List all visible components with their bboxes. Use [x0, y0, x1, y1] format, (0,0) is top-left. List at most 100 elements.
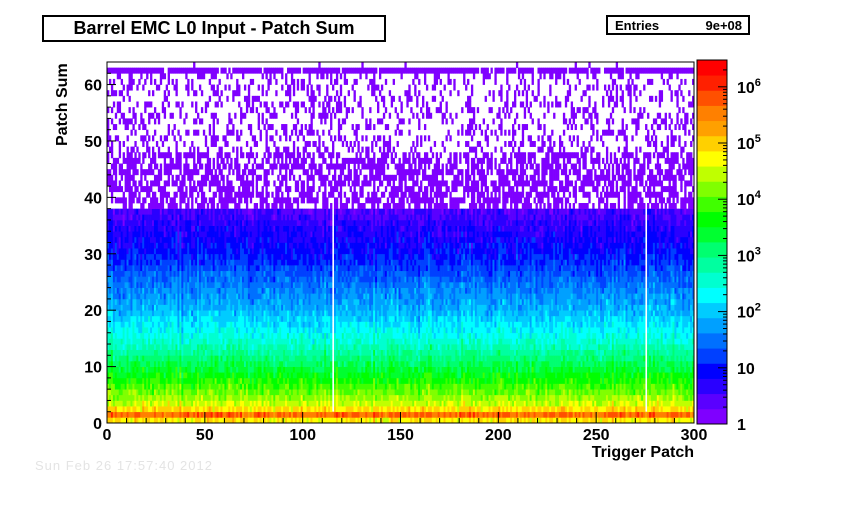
- heatmap-cell: [136, 366, 139, 373]
- heatmap-cell: [171, 197, 174, 204]
- heatmap-cell: [110, 231, 114, 238]
- heatmap-cell: [167, 101, 170, 108]
- heatmap-cell: [197, 394, 200, 401]
- heatmap-cell: [251, 327, 255, 334]
- heatmap-cell: [204, 360, 208, 367]
- heatmap-cell: [202, 129, 206, 136]
- heatmap-cell: [234, 389, 237, 396]
- heatmap-cell: [179, 332, 182, 339]
- heatmap-cell: [140, 208, 143, 215]
- heatmap-cell: [114, 304, 118, 311]
- heatmap-cell: [267, 298, 270, 305]
- heatmap-cell: [265, 281, 268, 288]
- heatmap-cell: [222, 214, 225, 221]
- heatmap-cell: [108, 338, 112, 345]
- heatmap-cell: [281, 124, 284, 131]
- heatmap-cell: [116, 411, 120, 418]
- heatmap-cell: [222, 287, 225, 294]
- heatmap-cell: [198, 383, 202, 390]
- heatmap-cell: [261, 270, 264, 277]
- heatmap-cell: [138, 417, 141, 424]
- heatmap-cell: [273, 400, 276, 407]
- heatmap-cell: [273, 197, 276, 204]
- heatmap-cell: [302, 377, 305, 384]
- heatmap-cell: [234, 372, 237, 379]
- heatmap-cell: [261, 84, 264, 91]
- heatmap-cell: [132, 174, 135, 181]
- heatmap-cell: [202, 411, 206, 418]
- heatmap-cell: [173, 84, 176, 91]
- heatmap-cell: [189, 287, 192, 294]
- heatmap-cell: [165, 394, 169, 401]
- heatmap-cell: [116, 406, 120, 413]
- heatmap-cell: [142, 118, 145, 125]
- heatmap-cell: [112, 242, 116, 249]
- heatmap-cell: [255, 389, 259, 396]
- heatmap-cell: [238, 383, 241, 390]
- heatmap-cell: [146, 281, 149, 288]
- heatmap-cell: [179, 355, 182, 362]
- heatmap-cell: [226, 287, 229, 294]
- heatmap-cell: [150, 276, 153, 283]
- heatmap-cell: [116, 298, 120, 305]
- heatmap-cell: [275, 191, 278, 198]
- heatmap-cell: [122, 377, 125, 384]
- heatmap-cell: [161, 293, 165, 300]
- heatmap-cell: [116, 67, 120, 74]
- heatmap-cell: [257, 242, 260, 249]
- heatmap-cell: [183, 298, 186, 305]
- heatmap-cell: [206, 248, 210, 255]
- heatmap-cell: [253, 406, 257, 413]
- heatmap-cell: [132, 208, 135, 215]
- heatmap-cell: [257, 349, 260, 356]
- heatmap-cell: [107, 90, 110, 97]
- heatmap-cell: [214, 327, 217, 334]
- heatmap-cell: [116, 101, 120, 108]
- heatmap-cell: [277, 344, 280, 351]
- heatmap-cell: [240, 293, 243, 300]
- heatmap-cell: [179, 270, 182, 277]
- heatmap-cell: [238, 338, 241, 345]
- heatmap-cell: [161, 321, 165, 328]
- heatmap-cell: [144, 225, 147, 232]
- heatmap-cell: [263, 383, 266, 390]
- heatmap-cell: [193, 231, 196, 238]
- heatmap-cell: [130, 84, 133, 91]
- heatmap-cell: [144, 152, 147, 159]
- heatmap-cell: [222, 259, 225, 266]
- heatmap-cell: [157, 259, 161, 266]
- heatmap-cell: [216, 242, 219, 249]
- heatmap-cell: [200, 411, 204, 418]
- heatmap-cell: [214, 281, 217, 288]
- heatmap-cell: [159, 383, 163, 390]
- heatmap-cell: [169, 315, 172, 322]
- heatmap-cell: [204, 259, 208, 266]
- heatmap-cell: [271, 270, 274, 277]
- heatmap-cell: [218, 219, 221, 226]
- heatmap-cell: [226, 298, 229, 305]
- heatmap-cell: [257, 394, 260, 401]
- heatmap-cell: [204, 327, 208, 334]
- heatmap-cell: [124, 332, 127, 339]
- heatmap-cell: [277, 242, 280, 249]
- heatmap-cell: [197, 152, 200, 159]
- heatmap-cell: [288, 332, 292, 339]
- heatmap-cell: [132, 389, 135, 396]
- heatmap-cell: [269, 135, 272, 142]
- heatmap-cell: [210, 248, 214, 255]
- heatmap-cell: [220, 406, 223, 413]
- heatmap-cell: [128, 327, 131, 334]
- heatmap-cell: [247, 84, 251, 91]
- heatmap-cell: [257, 389, 260, 396]
- heatmap-cell: [142, 157, 145, 164]
- heatmap-cell: [173, 208, 176, 215]
- heatmap-cell: [191, 152, 194, 159]
- heatmap-cell: [228, 411, 231, 418]
- heatmap-cell: [122, 293, 125, 300]
- heatmap-cell: [224, 355, 227, 362]
- heatmap-cell: [114, 406, 118, 413]
- heatmap-cell: [212, 129, 215, 136]
- heatmap-cell: [153, 344, 157, 351]
- heatmap-cell: [120, 197, 124, 204]
- heatmap-cell: [202, 225, 206, 232]
